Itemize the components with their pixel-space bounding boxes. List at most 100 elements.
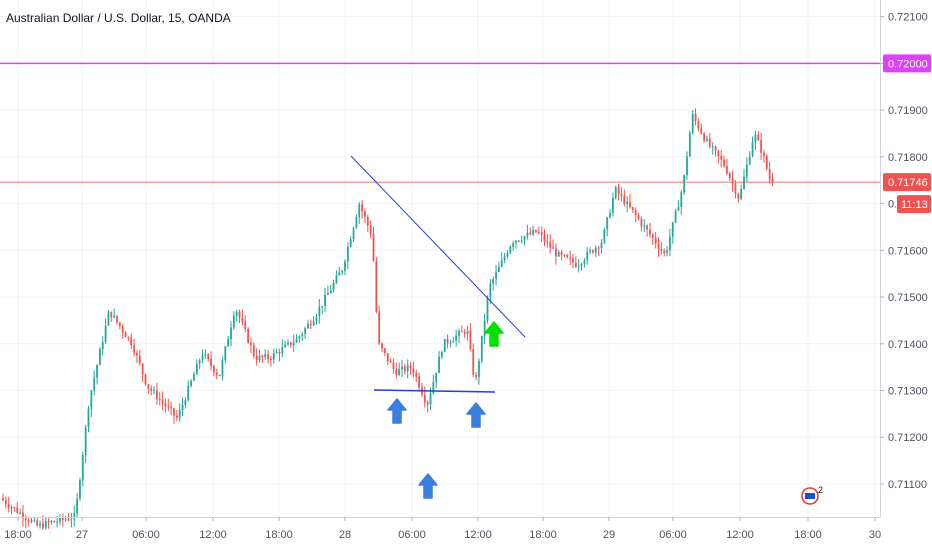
candle [84,425,87,463]
candle [489,279,492,305]
candle [466,325,469,341]
candle [278,348,281,362]
candle [631,206,634,214]
candle [153,385,155,395]
current-price-tag[interactable]: 0.71746 11:13 [883,173,931,214]
descending-trendline[interactable] [350,155,526,338]
arrow-up-icon [418,473,438,499]
candle [711,142,714,155]
candle [532,225,534,237]
candle [59,514,61,526]
candle [375,257,378,314]
candle [426,400,429,413]
candle [612,192,614,217]
alert-price-label: 0.72000 [888,58,928,70]
candle [706,135,708,143]
candle [270,355,272,367]
candle [452,336,455,343]
time-tick-label: 06:00 [659,529,687,541]
candle [577,258,580,273]
candlestick-series [2,108,774,530]
candle [566,254,569,259]
candle [136,350,138,364]
candle [572,253,574,269]
price-axis[interactable]: 0.71100 0.71200 0.71300 0.71400 0.71500 0.716… [880,0,932,550]
candle [81,451,84,486]
candle [415,369,418,382]
candle [121,323,124,339]
candle [745,157,748,182]
candle [435,372,438,389]
candle [523,235,526,246]
events-count: 2 [818,485,823,495]
candle [700,123,703,135]
candle [90,389,93,418]
candle [327,285,329,296]
candle [629,193,631,209]
bar-countdown-label: 11:13 [901,199,928,211]
candle [569,250,572,266]
candle [603,227,606,244]
arrow-up-icon [387,398,407,424]
candle [509,245,512,255]
candle [364,208,366,224]
candle [53,520,56,523]
candle [187,380,190,402]
time-axis[interactable]: 18:00 27 06:00 12:00 18:00 28 06:00 12:00 18:00 2… [0,517,881,541]
candle [130,333,133,349]
economic-events-badge[interactable]: 2 [801,485,823,505]
candle [287,339,289,347]
candle [469,323,472,351]
price-tick-label: 0.71800 [888,152,928,164]
candle [609,209,611,219]
candle [224,345,227,364]
candle [478,358,480,385]
candle [443,338,446,353]
price-tick-label: 0.71900 [888,105,928,117]
candle [660,242,663,255]
candle [472,343,475,378]
candle [158,391,161,406]
price-tick-label: 0.71300 [888,385,928,397]
candle [147,384,150,394]
candle [161,391,164,411]
current-price-label: 0.71746 [888,177,928,189]
candle [24,514,27,529]
candle [592,249,594,254]
candle [304,326,306,339]
candle [272,348,275,364]
candle [771,172,774,186]
candle [708,132,711,149]
candle [557,249,560,258]
candle [324,287,326,313]
candle [458,328,460,344]
candle [19,508,21,515]
candle [141,362,144,382]
time-tick-label: 06:00 [398,529,426,541]
candle [386,352,389,366]
candle [221,356,224,381]
price-tick-label: 0.71200 [888,432,928,444]
candle [537,226,540,235]
candle [289,341,292,349]
candle [79,477,81,502]
alert-price-tag[interactable]: 0.72000 [883,54,931,73]
candle [640,216,643,232]
candle [480,335,483,364]
candle [666,245,668,257]
candle [175,410,178,422]
candle [329,284,332,294]
candle [617,183,620,201]
candle [36,517,39,527]
candle [663,248,666,257]
price-tick-label: 0.71500 [888,292,928,304]
price-tick-label: 0.71600 [888,245,928,257]
support-line[interactable] [373,389,496,393]
candle [247,327,249,344]
candle [264,349,267,360]
candle [543,229,546,247]
candle [657,237,660,257]
candle [275,348,278,354]
candle [381,342,383,353]
